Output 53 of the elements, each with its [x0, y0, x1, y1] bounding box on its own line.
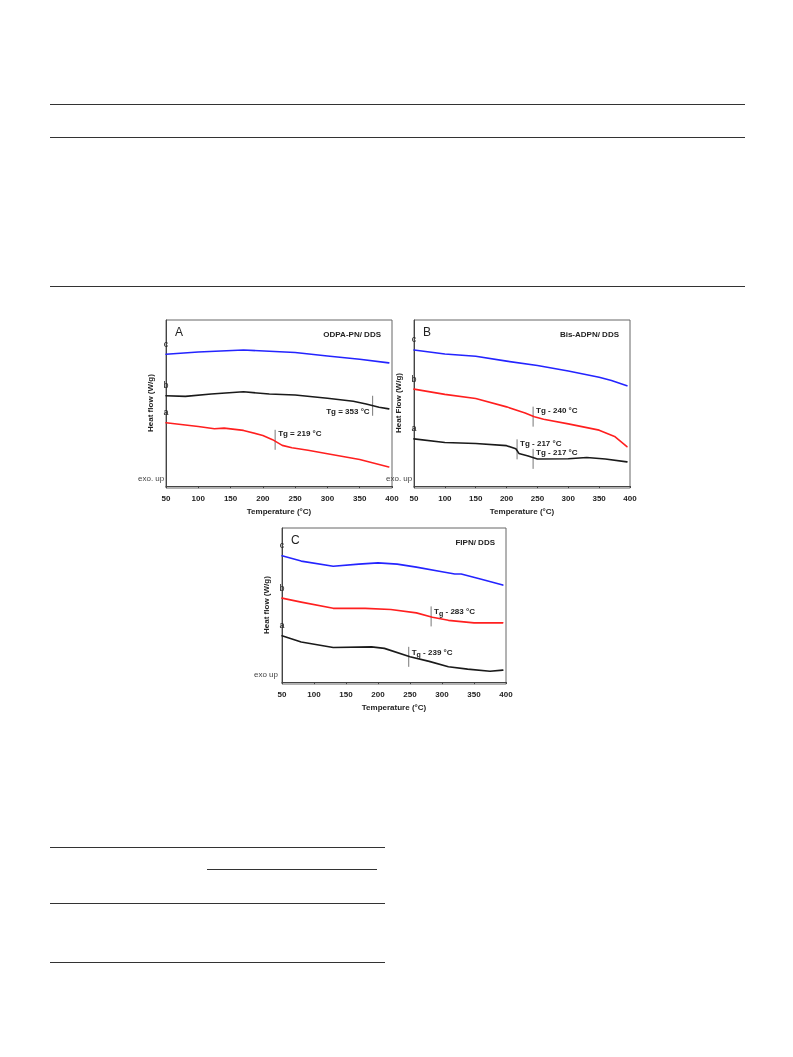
- x-tick-label: 200: [256, 493, 271, 503]
- y-axis-title: Heat flow (W/g): [145, 373, 155, 432]
- x-tick-label: 300: [435, 689, 450, 699]
- x-tick-label: 400: [623, 493, 638, 503]
- chart-title: A: [175, 325, 184, 339]
- x-tick-label: 150: [223, 493, 238, 503]
- annotation: Tg - 217 °C: [536, 448, 578, 458]
- x-tick-label: 100: [191, 493, 206, 503]
- chart-subtitle: FIPN/ DDS: [455, 537, 496, 547]
- text: exo. up: [138, 473, 165, 483]
- x-tick-label: 200: [499, 493, 514, 503]
- text: exo up: [254, 669, 279, 679]
- x-tick-label: 150: [339, 689, 354, 699]
- chart-subtitle: Bis-ADPN/ DDS: [559, 329, 620, 339]
- x-axis-title: Temperature (°C): [246, 506, 312, 516]
- chart-subtitle: ODPA-PN/ DDS: [323, 329, 382, 339]
- series-label: a: [163, 407, 169, 418]
- x-tick-label: 100: [438, 493, 453, 503]
- x-tick-label: 50: [161, 493, 171, 503]
- annotation: Tg - 217 °C: [520, 438, 562, 448]
- series-label: c: [279, 540, 285, 551]
- x-tick-label: 400: [385, 493, 400, 503]
- x-axis-title: Temperature (°C): [361, 702, 427, 712]
- x-tick-label: 350: [592, 493, 607, 503]
- x-tick-label: 350: [467, 689, 482, 699]
- x-tick-label: 200: [371, 689, 386, 699]
- x-tick-label: 300: [320, 493, 335, 503]
- annotation: exo. up: [386, 473, 413, 483]
- chart-title: C: [291, 533, 300, 547]
- series-label: c: [411, 334, 417, 345]
- series-label: b: [163, 380, 169, 391]
- series-label: c: [163, 338, 169, 349]
- chart-title: B: [423, 325, 432, 339]
- x-tick-label: 250: [288, 493, 303, 503]
- x-axis-title: Temperature (°C): [489, 506, 555, 516]
- y-axis-title: Heat flow (W/g): [261, 575, 271, 634]
- annotation: Tg - 240 °C: [536, 406, 578, 416]
- series-label: b: [279, 582, 285, 593]
- x-tick-label: 350: [353, 493, 367, 503]
- series-label: b: [411, 373, 417, 384]
- x-tick-label: 150: [469, 493, 483, 503]
- x-tick-label: 400: [499, 689, 514, 699]
- x-tick-label: 50: [277, 689, 287, 699]
- x-tick-label: 50: [409, 493, 419, 503]
- x-tick-label: 250: [530, 493, 545, 503]
- y-axis-title: Heat Flow (W/g): [393, 372, 403, 434]
- series-label: a: [411, 423, 417, 434]
- x-tick-label: 100: [307, 689, 322, 699]
- annotation: Tg = 219 °C: [278, 429, 322, 439]
- x-tick-label: 300: [561, 493, 576, 503]
- series-label: a: [279, 620, 285, 631]
- x-tick-label: 250: [403, 689, 418, 699]
- annotation: Tg = 353 °C: [326, 407, 370, 417]
